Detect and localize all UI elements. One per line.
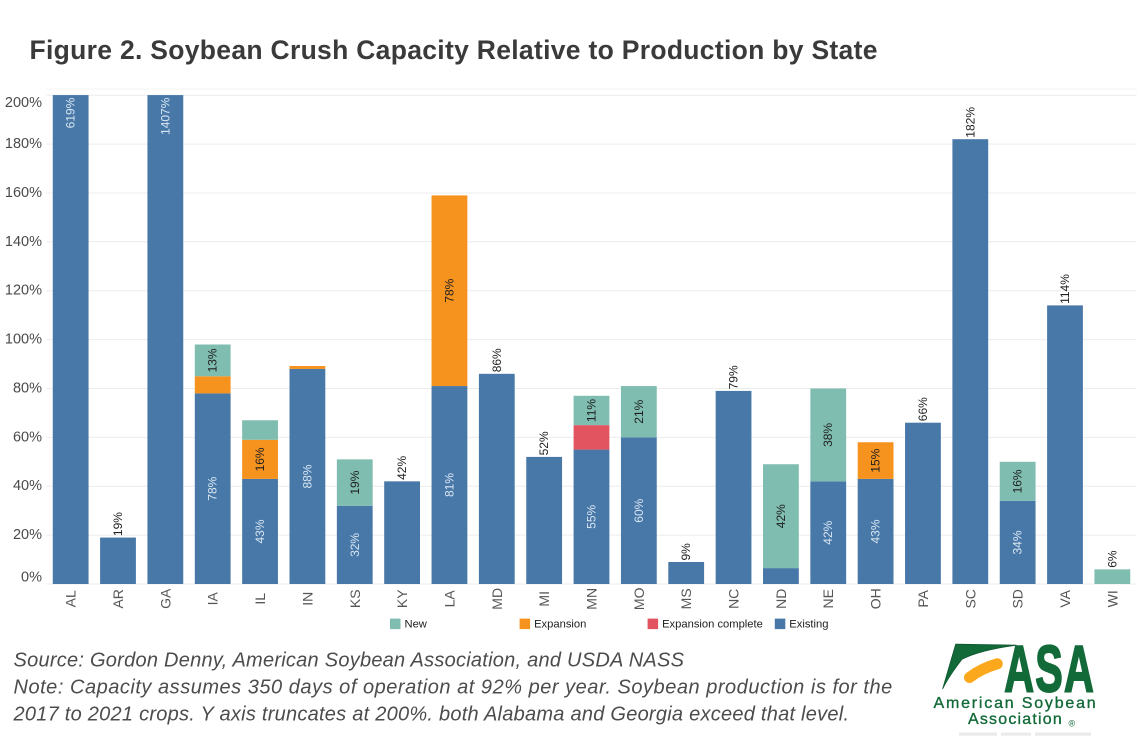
svg-text:VA: VA bbox=[1057, 589, 1073, 607]
svg-text:78%: 78% bbox=[443, 278, 457, 302]
svg-text:MI: MI bbox=[536, 591, 552, 607]
svg-text:40%: 40% bbox=[13, 478, 42, 494]
svg-text:ASA: ASA bbox=[1004, 632, 1095, 706]
svg-text:LA: LA bbox=[442, 590, 458, 608]
svg-text:55%: 55% bbox=[585, 504, 599, 528]
svg-text:20%: 20% bbox=[13, 527, 42, 543]
svg-text:New: New bbox=[405, 619, 428, 631]
svg-text:6%: 6% bbox=[1105, 550, 1119, 568]
svg-text:0%: 0% bbox=[21, 570, 42, 586]
svg-text:KY: KY bbox=[394, 589, 410, 608]
svg-text:60%: 60% bbox=[632, 498, 646, 522]
svg-text:Figure 2. Soybean Crush Capaci: Figure 2. Soybean Crush Capacity Relativ… bbox=[30, 35, 878, 65]
svg-text:KS: KS bbox=[347, 589, 363, 608]
svg-text:Expansion complete: Expansion complete bbox=[662, 619, 763, 631]
svg-text:GA: GA bbox=[157, 588, 173, 609]
svg-text:2017 to 2021 crops. Y axis tru: 2017 to 2021 crops. Y axis truncates at … bbox=[13, 704, 850, 726]
svg-text:IA: IA bbox=[205, 592, 221, 606]
svg-text:34%: 34% bbox=[1011, 530, 1025, 554]
svg-text:WI: WI bbox=[1104, 590, 1120, 607]
svg-text:ND: ND bbox=[773, 589, 789, 609]
svg-text:42%: 42% bbox=[821, 520, 835, 544]
svg-text:180%: 180% bbox=[5, 136, 42, 152]
svg-text:42%: 42% bbox=[774, 504, 788, 528]
svg-text:81%: 81% bbox=[443, 473, 457, 497]
svg-text:1407%: 1407% bbox=[158, 97, 172, 135]
svg-text:NC: NC bbox=[726, 589, 742, 609]
svg-text:114%: 114% bbox=[1058, 274, 1072, 304]
svg-text:MS: MS bbox=[678, 588, 694, 609]
svg-text:200%: 200% bbox=[5, 95, 42, 111]
svg-text:16%: 16% bbox=[1011, 469, 1025, 493]
svg-text:9%: 9% bbox=[679, 543, 693, 561]
svg-text:Association: Association bbox=[968, 711, 1063, 728]
svg-text:80%: 80% bbox=[13, 381, 42, 397]
svg-text:66%: 66% bbox=[916, 397, 930, 421]
svg-text:60%: 60% bbox=[13, 429, 42, 445]
svg-text:Expansion: Expansion bbox=[534, 619, 586, 631]
svg-text:15%: 15% bbox=[869, 448, 883, 472]
svg-text:IL: IL bbox=[252, 593, 268, 605]
svg-text:American Soybean: American Soybean bbox=[934, 695, 1098, 712]
svg-text:32%: 32% bbox=[348, 533, 362, 557]
svg-text:140%: 140% bbox=[5, 234, 42, 250]
svg-text:21%: 21% bbox=[632, 399, 646, 423]
svg-text:120%: 120% bbox=[5, 283, 42, 299]
svg-text:619%: 619% bbox=[64, 97, 78, 128]
svg-text:AL: AL bbox=[63, 590, 79, 607]
svg-text:86%: 86% bbox=[490, 348, 504, 372]
svg-text:SD: SD bbox=[1010, 589, 1026, 608]
svg-text:MO: MO bbox=[631, 587, 647, 610]
svg-text:®: ® bbox=[1069, 719, 1076, 729]
svg-text:78%: 78% bbox=[206, 476, 220, 500]
svg-text:38%: 38% bbox=[821, 423, 835, 447]
svg-text:MD: MD bbox=[489, 588, 505, 610]
svg-text:182%: 182% bbox=[963, 107, 977, 138]
svg-text:160%: 160% bbox=[5, 185, 42, 201]
svg-text:PA: PA bbox=[915, 589, 931, 607]
svg-text:MN: MN bbox=[584, 588, 600, 610]
svg-text:43%: 43% bbox=[869, 519, 883, 543]
svg-text:42%: 42% bbox=[395, 456, 409, 480]
svg-text:SC: SC bbox=[962, 589, 978, 608]
svg-text:AR: AR bbox=[110, 589, 126, 608]
svg-text:19%: 19% bbox=[348, 470, 362, 494]
svg-text:88%: 88% bbox=[300, 464, 314, 488]
svg-text:NE: NE bbox=[820, 589, 836, 608]
svg-text:13%: 13% bbox=[206, 348, 220, 372]
svg-text:Existing: Existing bbox=[789, 619, 828, 631]
svg-text:16%: 16% bbox=[253, 447, 267, 471]
svg-text:19%: 19% bbox=[111, 512, 125, 536]
svg-text:79%: 79% bbox=[727, 365, 741, 389]
svg-text:43%: 43% bbox=[253, 519, 267, 543]
svg-text:Note: Capacity assumes 350 day: Note: Capacity assumes 350 days of opera… bbox=[14, 677, 893, 699]
svg-text:11%: 11% bbox=[585, 399, 599, 422]
svg-text:IN: IN bbox=[299, 592, 315, 606]
svg-text:52%: 52% bbox=[537, 431, 551, 455]
svg-text:Source: Gordon Denny, American: Source: Gordon Denny, American Soybean A… bbox=[14, 650, 685, 672]
svg-text:OH: OH bbox=[868, 588, 884, 609]
svg-text:100%: 100% bbox=[5, 332, 42, 348]
